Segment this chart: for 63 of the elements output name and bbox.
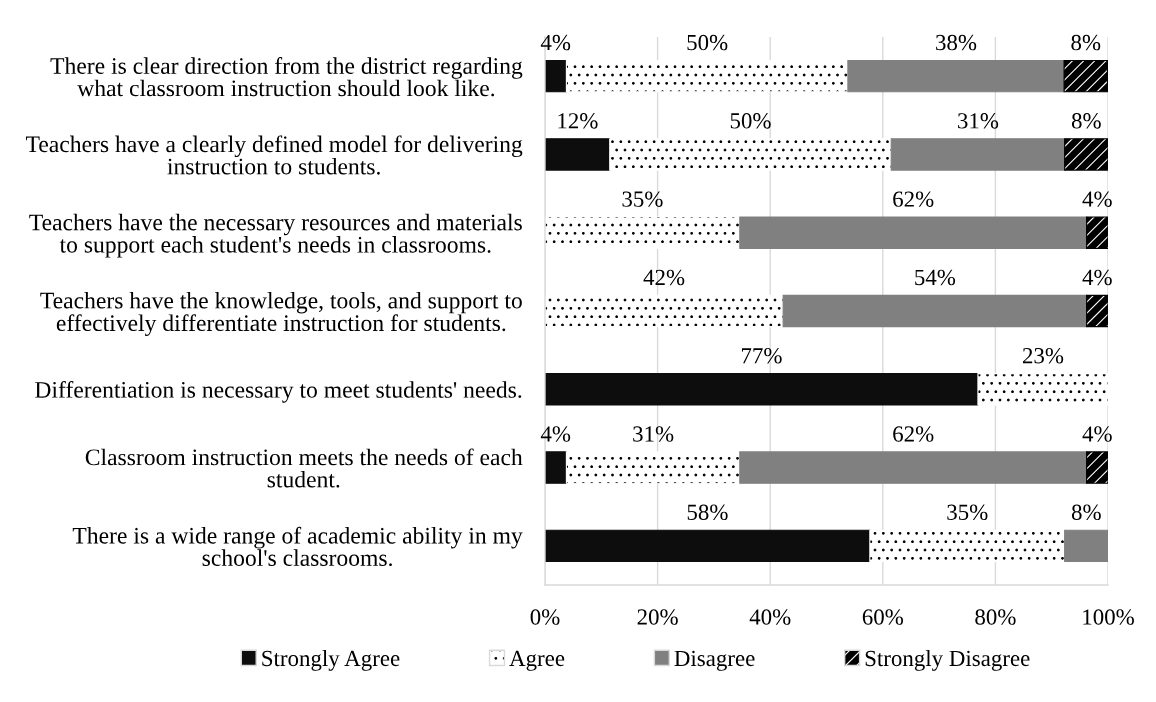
bar	[545, 216, 741, 249]
y-tick-label: Differentiation is necessary to meet students' needs.	[35, 380, 522, 403]
bar	[1063, 59, 1108, 93]
bar	[1086, 216, 1108, 249]
data-label: 12%	[558, 113, 598, 129]
bar	[1086, 451, 1108, 484]
y-tick-label: Classroom instruction meets the needs of each student.	[85, 448, 523, 488]
data-label: 4%	[1082, 191, 1112, 207]
data-label: 77%	[741, 347, 782, 364]
bar	[565, 59, 849, 93]
x-tick-label: 40%	[749, 609, 791, 625]
bar	[1064, 529, 1108, 563]
x-tick-label: 80%	[975, 609, 1016, 625]
bar	[545, 529, 871, 563]
y-tick-label: There is clear direction from the district regarding what classroom instruction should look like.	[50, 57, 523, 97]
y-tick-label: Teachers have a clearly defined model for delivering instruction to students.	[25, 135, 523, 175]
y-tick-label: Teachers have the necessary resources and materials to support each student's needs in classrooms.	[29, 213, 522, 258]
legend-label: Agree	[509, 650, 565, 671]
y-tick-label: Teachers have the knowledge, tools, and support to effectively differentiate instruction for students.	[40, 291, 522, 336]
data-label: 50%	[730, 113, 771, 129]
data-label: 4%	[1082, 269, 1112, 286]
data-label: 31%	[633, 426, 674, 442]
data-label: 8%	[1071, 113, 1101, 129]
bar	[565, 451, 741, 484]
data-label: 62%	[893, 426, 934, 442]
bar	[782, 294, 1088, 328]
data-label: 42%	[643, 269, 685, 286]
data-label: 8%	[1071, 504, 1101, 521]
bar	[847, 59, 1065, 93]
bar	[739, 216, 1088, 249]
bar	[609, 138, 892, 171]
data-label: 58%	[687, 504, 728, 521]
x-tick-label: 100%	[1083, 609, 1134, 625]
legend-label: Strongly Agree	[262, 650, 400, 671]
bar	[545, 373, 979, 406]
bar	[739, 451, 1088, 484]
data-label: 35%	[947, 504, 988, 521]
data-label: 4%	[540, 426, 571, 442]
data-label: 23%	[1022, 347, 1064, 364]
bar	[1086, 294, 1108, 328]
legend-label: Disagree	[674, 650, 755, 671]
data-label: 4%	[540, 34, 571, 51]
y-tick-label: There is a wide range of academic ability in my school's classrooms.	[72, 526, 523, 567]
bar	[545, 138, 611, 171]
x-tick-label: 0%	[530, 609, 560, 625]
bar	[890, 138, 1066, 171]
data-label: 54%	[915, 269, 956, 286]
bar	[869, 529, 1066, 563]
data-label: 50%	[687, 34, 728, 51]
data-label: 8%	[1071, 34, 1101, 51]
data-label: 38%	[936, 34, 977, 51]
data-label: 62%	[893, 191, 934, 207]
bar	[545, 59, 567, 93]
legend-label: Strongly Disagree	[865, 650, 1030, 671]
bar	[545, 294, 784, 328]
x-tick-label: 60%	[862, 609, 904, 625]
data-label: 35%	[622, 191, 663, 207]
bar	[977, 373, 1108, 406]
data-label: 31%	[958, 113, 999, 129]
data-label: 4%	[1082, 426, 1112, 442]
x-tick-label: 20%	[637, 609, 678, 625]
bar	[545, 451, 567, 484]
bar	[1064, 138, 1108, 171]
